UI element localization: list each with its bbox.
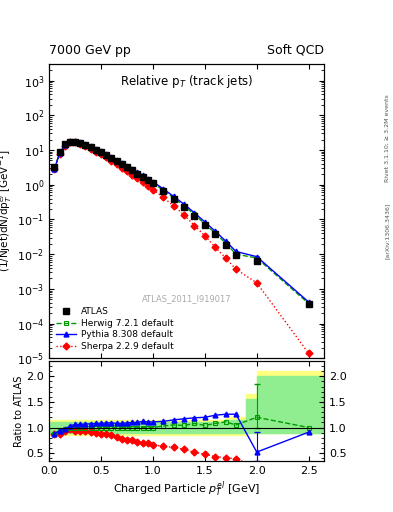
Text: ATLAS_2011_I919017: ATLAS_2011_I919017 [142, 293, 231, 303]
Text: Soft QCD: Soft QCD [267, 44, 324, 57]
Text: 7000 GeV pp: 7000 GeV pp [49, 44, 131, 57]
X-axis label: Charged Particle $p_T^{el}$ [GeV]: Charged Particle $p_T^{el}$ [GeV] [113, 480, 260, 499]
Text: Relative p$_{T}$ (track jets): Relative p$_{T}$ (track jets) [120, 73, 253, 90]
Y-axis label: Ratio to ATLAS: Ratio to ATLAS [14, 375, 24, 446]
Legend: ATLAS, Herwig 7.2.1 default, Pythia 8.308 default, Sherpa 2.2.9 default: ATLAS, Herwig 7.2.1 default, Pythia 8.30… [53, 304, 176, 354]
Y-axis label: (1/Njet)dN/dp$_T^{el}$ [GeV$^{-1}$]: (1/Njet)dN/dp$_T^{el}$ [GeV$^{-1}$] [0, 150, 14, 272]
Text: [arXiv:1306.3436]: [arXiv:1306.3436] [385, 202, 389, 259]
Text: Rivet 3.1.10; ≥ 3.2M events: Rivet 3.1.10; ≥ 3.2M events [385, 94, 389, 182]
